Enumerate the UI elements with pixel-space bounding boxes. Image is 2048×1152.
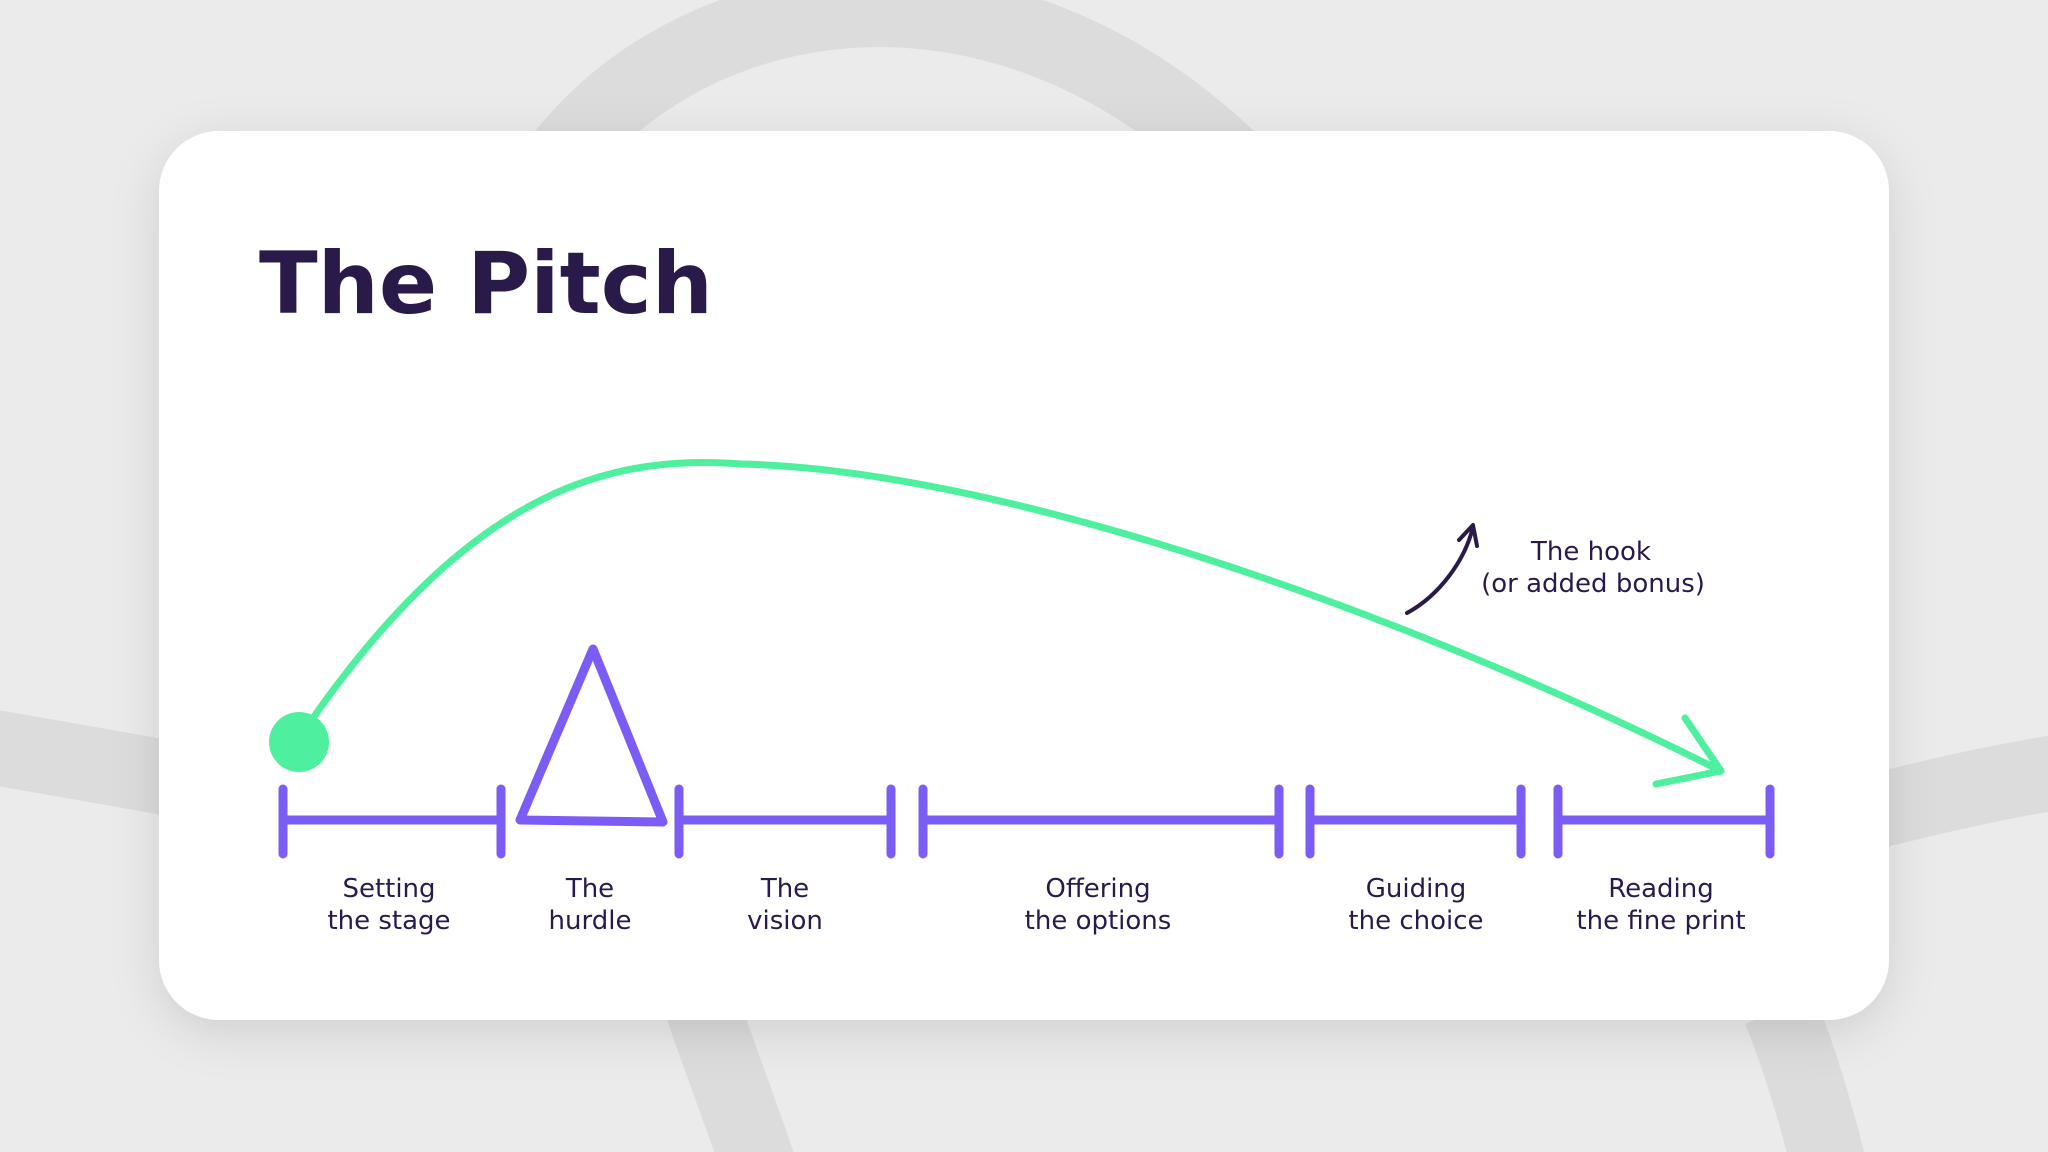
- annotation-line: (or added bonus): [1481, 569, 1705, 599]
- stage-label: The: [760, 874, 809, 904]
- stage-label: the choice: [1348, 906, 1483, 936]
- stage-label: the options: [1025, 906, 1172, 936]
- stage-label: hurdle: [549, 906, 632, 936]
- annotation-line: The hook: [1530, 537, 1651, 567]
- hook-arrow: [1405, 523, 1479, 615]
- title: The Pitch: [259, 234, 713, 334]
- stage-label: Guiding: [1366, 874, 1467, 904]
- stage-label: vision: [747, 906, 823, 936]
- stage-label: the fine print: [1576, 906, 1745, 936]
- pitch-arc: [269, 459, 1725, 788]
- stage-label: Offering: [1045, 874, 1150, 904]
- stage-label: Setting: [342, 874, 435, 904]
- stage-label: the stage: [327, 906, 450, 936]
- timeline: [278, 644, 1775, 859]
- card: [159, 131, 1889, 1020]
- stage-label: The: [565, 874, 614, 904]
- stage-label: Reading: [1608, 874, 1714, 904]
